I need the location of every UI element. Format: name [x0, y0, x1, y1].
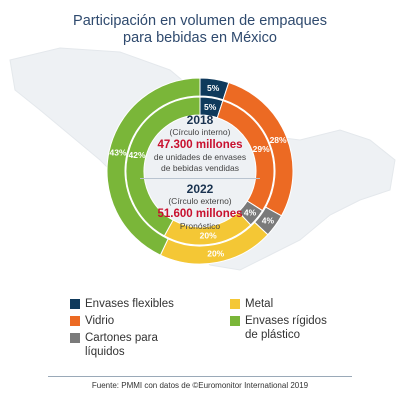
- donut-label-inner-4: 42%: [129, 150, 146, 160]
- center-value-inner: 47.300 millones: [157, 139, 243, 151]
- center-divider: [140, 178, 260, 179]
- donut-label-inner-3: 20%: [200, 230, 217, 240]
- donut-label-outer-1: 28%: [270, 135, 287, 145]
- donut-label-inner-2: 4%: [244, 207, 257, 217]
- legend-item-metal: Metal: [230, 297, 273, 311]
- donut-value-labels: 5% 29% 4% 20% 42% 5% 28% 4% 20% 43%: [110, 83, 288, 258]
- center-desc-inner-2: de bebidas vendidas: [161, 163, 239, 173]
- legend-item-vidrio: Vidrio: [70, 314, 114, 328]
- center-desc-inner-1: de unidades de envases: [153, 152, 247, 162]
- donut-label-outer-0: 5%: [207, 83, 220, 93]
- source-footer: Fuente: PMMI con datos de ©Euromonitor I…: [91, 381, 309, 390]
- center-desc-outer: Pronóstico: [179, 221, 221, 231]
- legend-swatch-cartones: [70, 333, 80, 343]
- legend-label-cartones: Cartones para líquidos: [85, 331, 158, 359]
- donut-label-inner-0: 5%: [204, 102, 217, 112]
- center-label-outer: (Círculo externo): [168, 196, 232, 206]
- legend-label-cartones-1: Cartones para: [85, 332, 158, 344]
- chart-title: Participación en volumen de empaques par…: [0, 13, 400, 47]
- donut-slice-outer-4: [106, 77, 201, 256]
- legend-swatch-metal: [230, 299, 240, 309]
- legend-label-metal: Metal: [245, 298, 274, 310]
- legend-item-cartones: Cartones para líquidos: [70, 331, 158, 359]
- center-value-outer: 51.600 millones: [157, 208, 243, 220]
- center-label-inner: (Círculo interno): [169, 127, 231, 137]
- center-year-outer: 2022: [186, 182, 214, 196]
- donut-label-outer-3: 20%: [207, 249, 224, 259]
- legend-swatch-vidrio: [70, 316, 80, 326]
- donut-slice-inner-4: [125, 96, 201, 237]
- chart-title-line-2: para bebidas en México: [123, 30, 277, 46]
- legend-label-plastico-1: Envases rígidos: [245, 315, 327, 327]
- legend-label-vidrio: Vidrio: [85, 315, 115, 327]
- legend-label-plastico-2: de plástico: [245, 329, 300, 341]
- donut-center-text: 2018 (Círculo interno) 47.300 millones d…: [125, 113, 275, 232]
- donut-label-outer-4: 43%: [110, 148, 127, 158]
- footer-divider: [48, 376, 352, 377]
- legend-label-cartones-2: líquidos: [85, 346, 125, 358]
- legend-swatch-flexibles: [70, 299, 80, 309]
- center-year-inner: 2018: [186, 113, 214, 127]
- donut-label-outer-2: 4%: [262, 215, 275, 225]
- legend-swatch-plastico: [230, 316, 240, 326]
- chart-title-line-1: Participación en volumen de empaques: [73, 13, 327, 29]
- legend-label-plastico: Envases rígidos de plástico: [245, 314, 327, 342]
- legend-item-flexibles: Envases flexibles: [70, 297, 174, 311]
- legend-item-plastico: Envases rígidos de plástico: [230, 314, 327, 342]
- legend-label-flexibles: Envases flexibles: [85, 298, 174, 310]
- donut-label-inner-1: 29%: [253, 144, 270, 154]
- donut-rings: [106, 77, 294, 265]
